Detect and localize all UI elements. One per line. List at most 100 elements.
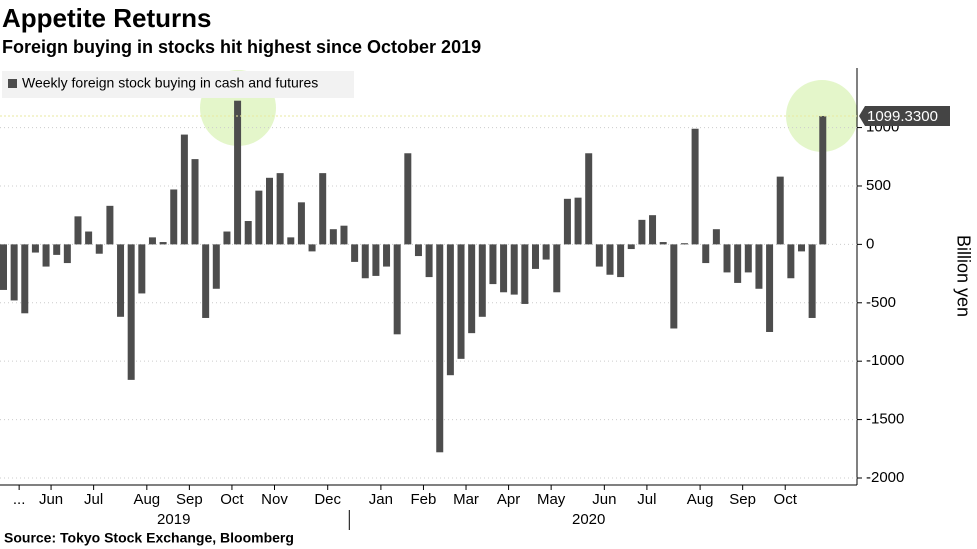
- bar: [766, 244, 774, 332]
- bar: [680, 243, 688, 245]
- bar: [500, 244, 508, 293]
- bar: [276, 173, 284, 245]
- bar: [191, 159, 199, 245]
- x-tick-label: Nov: [261, 491, 288, 508]
- bar: [42, 244, 50, 267]
- y-tick-label: -500: [866, 294, 896, 311]
- x-tick-label: Feb: [411, 491, 437, 508]
- x-tick-label: Sep: [176, 491, 203, 508]
- x-tick-label: Aug: [133, 491, 160, 508]
- year-label: 2020: [572, 511, 605, 528]
- bar: [563, 198, 571, 245]
- x-tick-label: Oct: [220, 491, 244, 508]
- chart-subtitle: Foreign buying in stocks hit highest sin…: [2, 37, 481, 57]
- bar: [234, 100, 242, 245]
- bar: [446, 244, 454, 376]
- x-tick-label: Jan: [369, 491, 393, 508]
- bar: [798, 244, 805, 252]
- bar: [255, 190, 263, 245]
- y-tick-label: 500: [866, 177, 891, 194]
- bar: [819, 115, 827, 245]
- bar: [383, 244, 391, 267]
- x-tick-label: Jul: [84, 491, 103, 508]
- chart-title: Appetite Returns: [2, 3, 211, 33]
- bar: [0, 244, 7, 290]
- bar: [21, 244, 29, 314]
- legend-box: [2, 71, 354, 98]
- x-tick-label: Mar: [453, 491, 479, 508]
- x-tick-label: Sep: [729, 491, 756, 508]
- x-tick-label: Aug: [687, 491, 714, 508]
- value-label-box: [859, 105, 950, 126]
- legend-label: Weekly foreign stock buying in cash and …: [22, 75, 318, 91]
- x-tick-label: Jun: [592, 491, 616, 508]
- bar: [414, 244, 422, 257]
- x-tick-label: Jul: [637, 491, 656, 508]
- bar: [702, 244, 710, 264]
- bar: [10, 244, 18, 301]
- bar: [127, 244, 135, 380]
- bar: [755, 244, 763, 289]
- value-label: 1099.3300: [867, 108, 938, 125]
- legend-swatch: [8, 79, 17, 88]
- bar: [170, 189, 178, 245]
- bar: [595, 244, 603, 267]
- bar: [202, 244, 210, 318]
- bar: [74, 216, 82, 245]
- bar: [532, 244, 539, 269]
- y-tick-label: -1000: [866, 352, 904, 369]
- bar: [117, 244, 125, 317]
- bar: [510, 244, 518, 295]
- bar: [361, 244, 369, 279]
- bar: [670, 244, 678, 329]
- bar: [744, 244, 752, 273]
- x-tick-label: ...: [13, 491, 26, 508]
- bar: [180, 134, 188, 245]
- x-tick-label: May: [537, 491, 566, 508]
- y-tick-label: 0: [866, 235, 874, 252]
- bar: [212, 244, 220, 289]
- bar: [340, 225, 348, 245]
- bar: [297, 202, 305, 245]
- y-axis-label: Billion yen: [953, 235, 973, 317]
- source: Source: Tokyo Stock Exchange, Bloomberg: [4, 530, 294, 546]
- bar: [63, 244, 71, 264]
- bar: [808, 244, 816, 318]
- x-tick-label: Jun: [39, 491, 63, 508]
- bar: [404, 153, 412, 245]
- bar: [425, 244, 433, 278]
- bar: [372, 244, 380, 276]
- bar: [521, 244, 529, 304]
- bar: [106, 205, 114, 245]
- bar: [436, 244, 444, 453]
- x-tick-label: Oct: [774, 491, 798, 508]
- bar: [223, 231, 231, 245]
- bar: [638, 219, 646, 245]
- bar: [329, 229, 337, 245]
- bar: [712, 229, 720, 245]
- bar: [159, 242, 167, 245]
- bar: [138, 244, 146, 294]
- bar: [287, 237, 295, 245]
- y-tick-label: -1500: [866, 411, 904, 428]
- bar: [734, 244, 742, 283]
- bar: [351, 244, 359, 262]
- bar: [489, 244, 497, 285]
- year-label: 2019: [157, 511, 190, 528]
- y-tick-label: -2000: [866, 469, 904, 486]
- bar: [457, 244, 465, 359]
- bar: [393, 244, 401, 335]
- bar: [617, 244, 625, 278]
- x-tick-label: Dec: [314, 491, 341, 508]
- bar: [585, 153, 593, 245]
- bar: [31, 244, 39, 253]
- bar: [574, 197, 582, 245]
- bar: [95, 244, 103, 254]
- bar: [787, 244, 795, 279]
- x-tick-label: Apr: [497, 491, 520, 508]
- bar: [319, 173, 327, 245]
- bar: [606, 244, 614, 275]
- bar: [542, 244, 550, 260]
- bar: [148, 237, 156, 245]
